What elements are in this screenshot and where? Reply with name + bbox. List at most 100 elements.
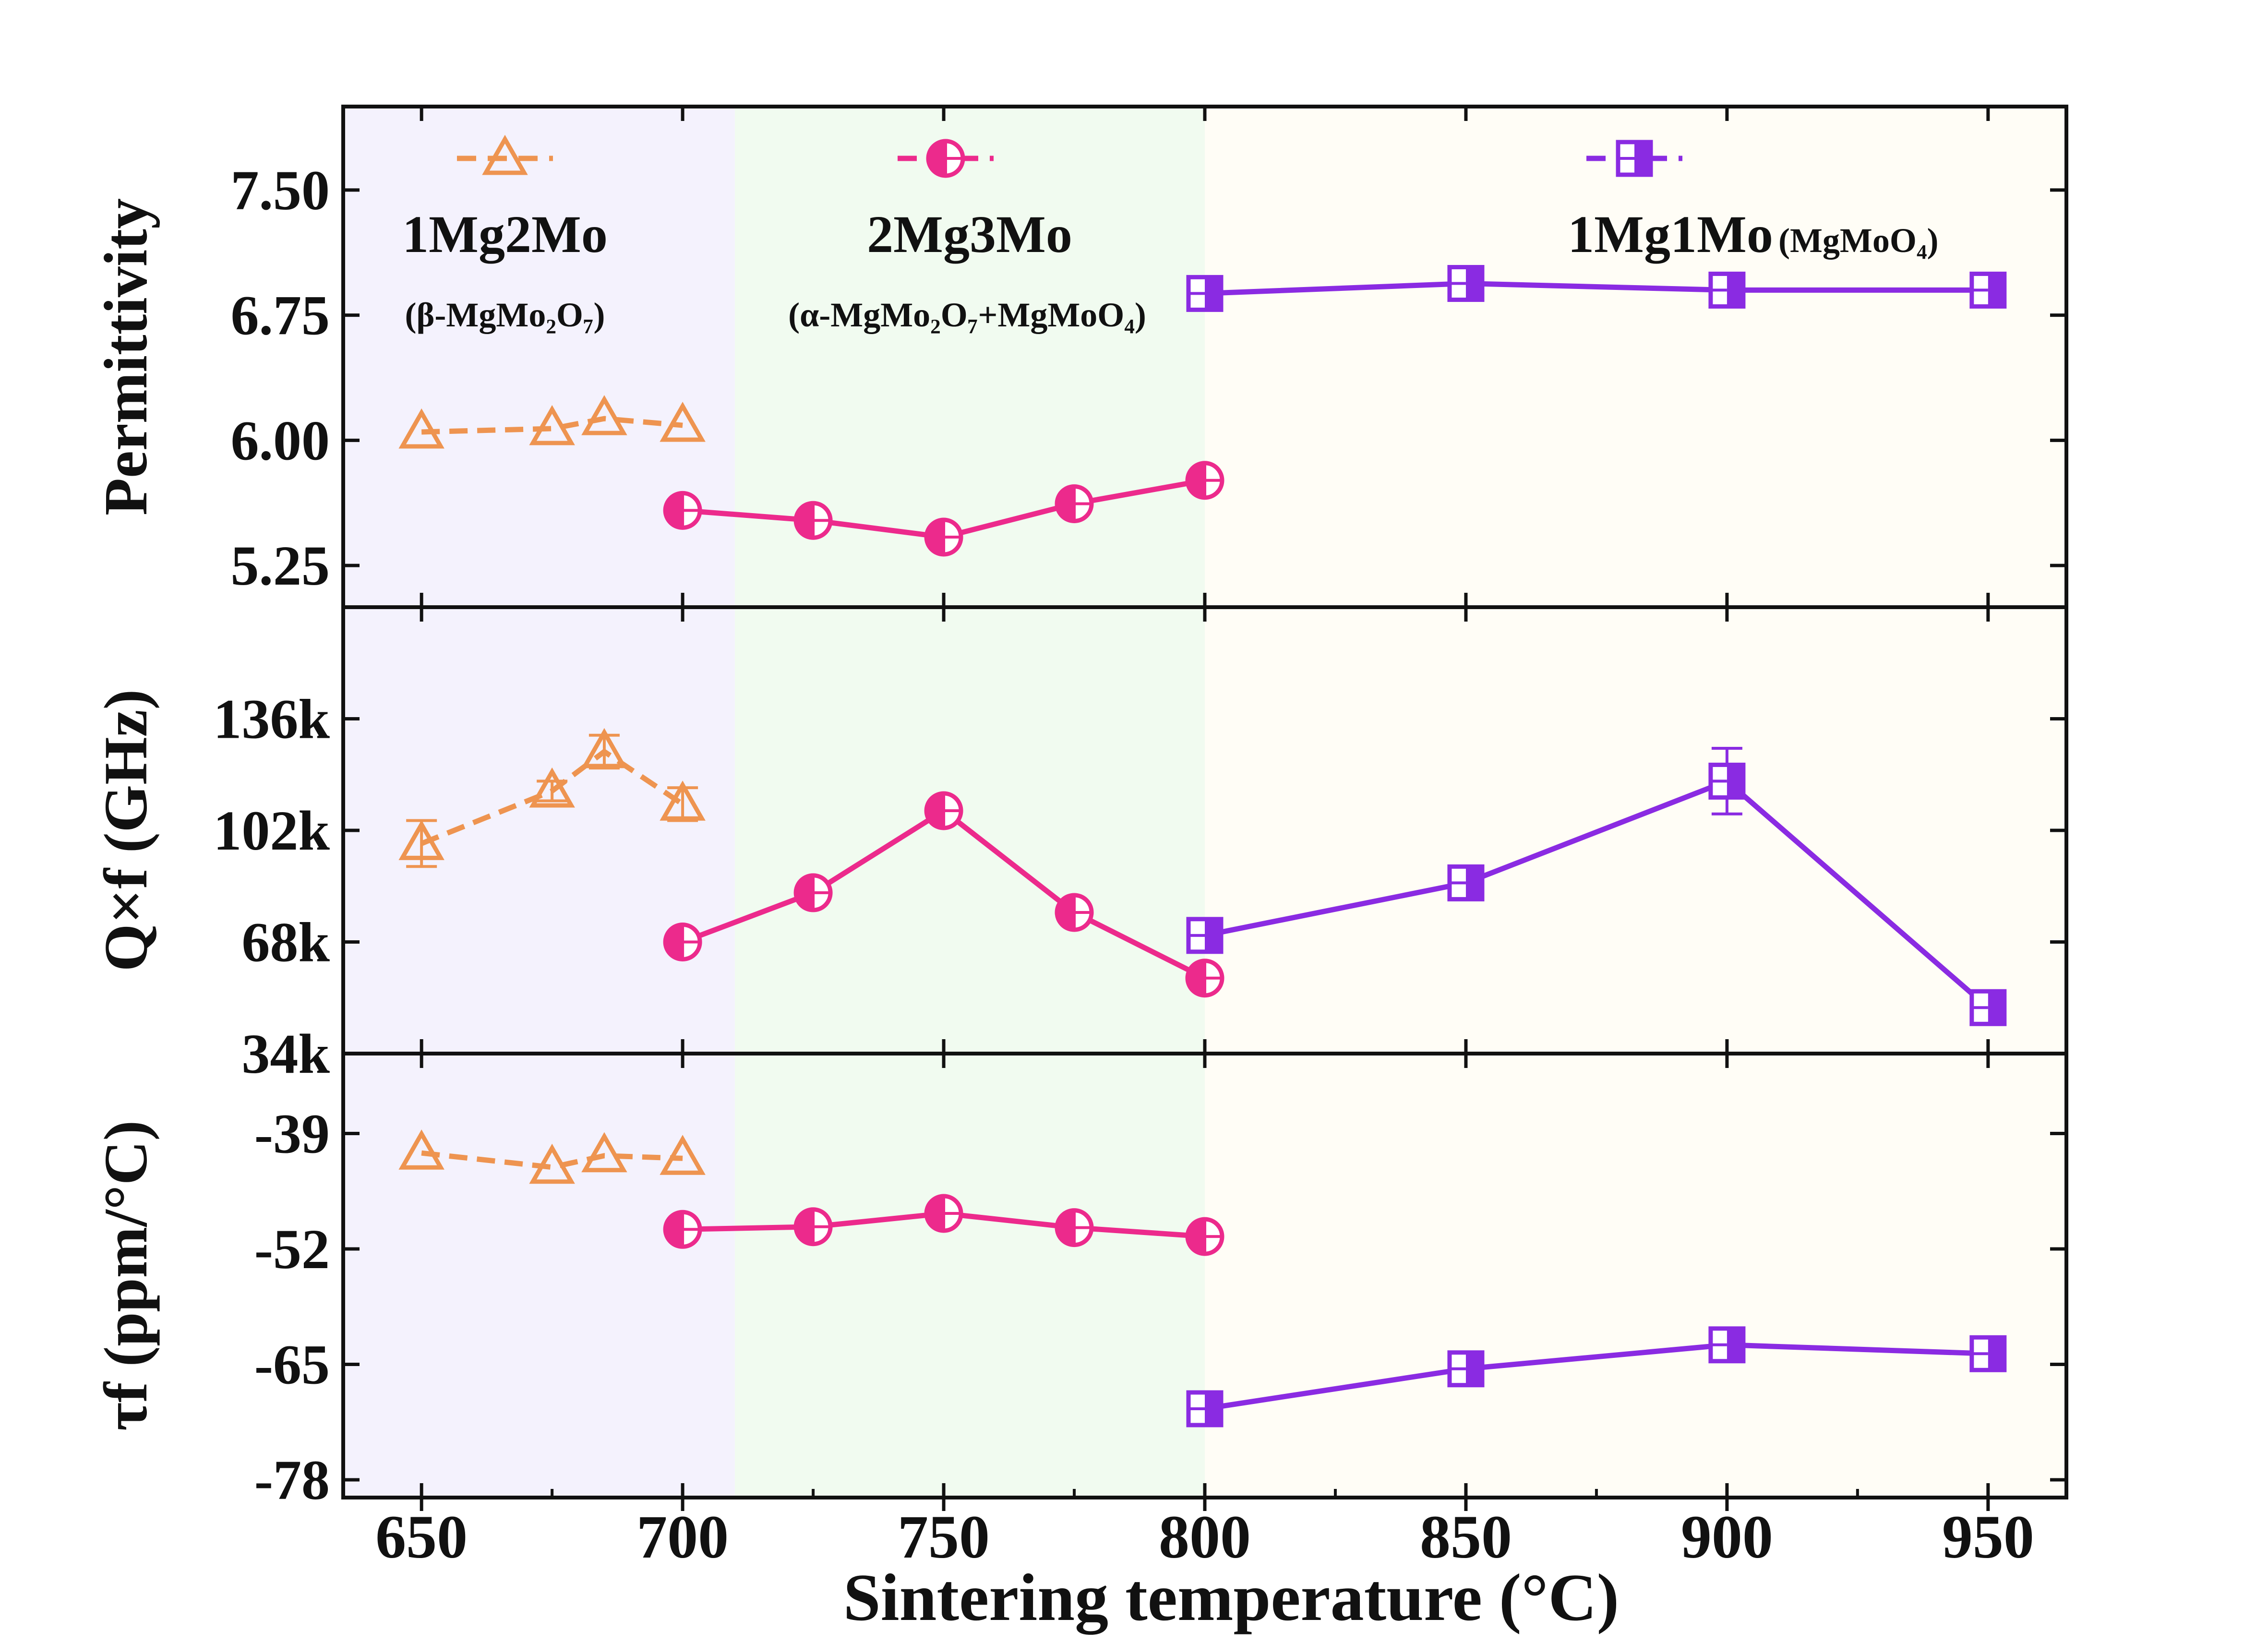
- circle-fill-half: [665, 493, 683, 528]
- circle-fill-half: [1057, 486, 1075, 521]
- legend-marker-1Mg1Mo: [1616, 140, 1653, 177]
- square-fill-half: [1465, 866, 1482, 899]
- axes-layer: 5.25 6.00 6.75 7.50 Permittivity 34k 68k 102k 13…: [92, 105, 2068, 1571]
- data-point-2Mg3Mo: [1185, 461, 1224, 500]
- circle-fill-half: [926, 1196, 944, 1231]
- data-point-1Mg1Mo: [1969, 1335, 2007, 1372]
- data-point-1Mg2Mo: [581, 395, 627, 435]
- square-fill-half: [1465, 267, 1482, 300]
- triangle-marker: [529, 405, 575, 445]
- circle-fill-half: [796, 875, 814, 910]
- y-tick-label: 7.50: [231, 159, 330, 222]
- legend-sublabel: (β-MgMo₂O₇): [405, 296, 605, 334]
- region-1Mg1Mo: [1205, 107, 2066, 1498]
- triangle-marker: [660, 401, 706, 442]
- circle-fill-half: [665, 1212, 683, 1247]
- square-fill-half: [1205, 1392, 1221, 1425]
- data-point-2Mg3Mo: [793, 1207, 833, 1247]
- x-tick-label: 800: [1159, 1503, 1251, 1571]
- data-point-1Mg1Mo: [1447, 864, 1485, 901]
- data-point-2Mg3Mo: [663, 491, 702, 530]
- y-axis-label: Q×f (GHz): [92, 689, 160, 971]
- circle-fill-half: [1057, 895, 1075, 930]
- data-point-1Mg1Mo: [1186, 275, 1224, 312]
- triangle-marker: [581, 728, 627, 768]
- data-point-1Mg2Mo: [398, 408, 444, 449]
- square-fill-half: [1205, 919, 1221, 952]
- data-point-2Mg3Mo: [663, 1210, 702, 1249]
- circle-fill-half: [796, 1209, 814, 1244]
- square-fill-half: [1205, 277, 1221, 310]
- series-line-1Mg2Mo: [421, 1150, 683, 1170]
- legend-sublabel: (MgMoO₄): [1778, 221, 1938, 260]
- square-fill-half: [1634, 142, 1651, 175]
- x-tick-label: 850: [1420, 1503, 1512, 1571]
- data-point-2Mg3Mo: [1185, 959, 1224, 998]
- circle-fill-half: [1188, 1219, 1205, 1254]
- circle-fill-half: [928, 141, 946, 176]
- circle-fill-half: [1188, 463, 1205, 498]
- x-tick-label: 750: [898, 1503, 990, 1571]
- data-point-2Mg3Mo: [663, 923, 702, 961]
- data-point-1Mg1Mo: [1186, 1390, 1224, 1427]
- data-point-2Mg3Mo: [1185, 1217, 1224, 1256]
- circle-fill-half: [926, 793, 944, 828]
- y-tick-label: 68k: [241, 911, 330, 974]
- data-point-1Mg2Mo: [660, 1135, 706, 1175]
- data-point-1Mg2Mo: [581, 1132, 627, 1173]
- circle-fill-half: [1057, 1210, 1075, 1245]
- data-point-1Mg1Mo: [1447, 1350, 1485, 1388]
- data-point-1Mg1Mo: [1447, 265, 1485, 302]
- y-tick-label: 6.00: [231, 409, 330, 472]
- square-fill-half: [1727, 274, 1743, 307]
- triangle-marker: [581, 395, 627, 435]
- y-tick-label: -78: [254, 1449, 330, 1511]
- y-tick-label: 5.25: [231, 534, 330, 597]
- data-marks-layer: [398, 265, 2007, 1427]
- legend-marker-1Mg2Mo: [482, 134, 528, 175]
- y-tick-label: 136k: [213, 688, 330, 751]
- data-point-1Mg1Mo: [1708, 762, 1746, 800]
- x-tick-label: 950: [1942, 1503, 2034, 1571]
- x-axis-label: Sintering temperature (°C): [843, 1560, 1619, 1635]
- square-fill-half: [1988, 1337, 2004, 1370]
- legend-label: 2Mg3Mo: [867, 205, 1072, 264]
- data-point-1Mg2Mo: [529, 767, 575, 808]
- triangle-marker: [398, 1129, 444, 1170]
- triangle-marker: [482, 134, 528, 175]
- circle-fill-half: [796, 503, 814, 538]
- data-point-1Mg2Mo: [398, 1129, 444, 1170]
- data-point-1Mg2Mo: [581, 728, 627, 768]
- data-point-2Mg3Mo: [1055, 484, 1094, 523]
- data-point-1Mg1Mo: [1708, 1326, 1746, 1364]
- square-fill-half: [1465, 1352, 1482, 1385]
- y-tick-label: -65: [254, 1333, 330, 1396]
- y-axis-label: Permittivity: [92, 198, 160, 516]
- data-point-1Mg2Mo: [529, 1143, 575, 1184]
- square-fill-half: [1727, 1328, 1743, 1361]
- data-point-2Mg3Mo: [793, 873, 833, 912]
- data-point-2Mg3Mo: [1055, 1208, 1094, 1247]
- data-point-2Mg3Mo: [924, 517, 963, 557]
- data-point-1Mg1Mo: [1708, 271, 1746, 309]
- triangle-marker: [660, 780, 706, 821]
- legend-sublabel: (α-MgMo₂O₇+MgMoO₄): [788, 296, 1146, 334]
- y-tick-label: -52: [254, 1218, 330, 1281]
- data-point-2Mg3Mo: [924, 1194, 963, 1233]
- data-point-1Mg2Mo: [660, 401, 706, 442]
- circle-fill-half: [665, 924, 683, 959]
- legend-label: 1Mg2Mo: [402, 205, 608, 264]
- y-tick-label: 34k: [241, 1022, 330, 1085]
- triangle-marker: [529, 1143, 575, 1184]
- phase-region-backgrounds: [343, 107, 2066, 1498]
- data-point-1Mg2Mo: [660, 780, 706, 821]
- data-point-1Mg2Mo: [398, 820, 444, 860]
- triangle-marker: [529, 767, 575, 808]
- series-line-1Mg1Mo: [1204, 281, 1988, 296]
- triangle-marker: [398, 820, 444, 860]
- triangle-marker: [660, 1135, 706, 1175]
- series-line-1Mg1Mo: [1204, 778, 1990, 1010]
- circle-fill-half: [926, 519, 944, 554]
- data-point-2Mg3Mo: [924, 791, 963, 830]
